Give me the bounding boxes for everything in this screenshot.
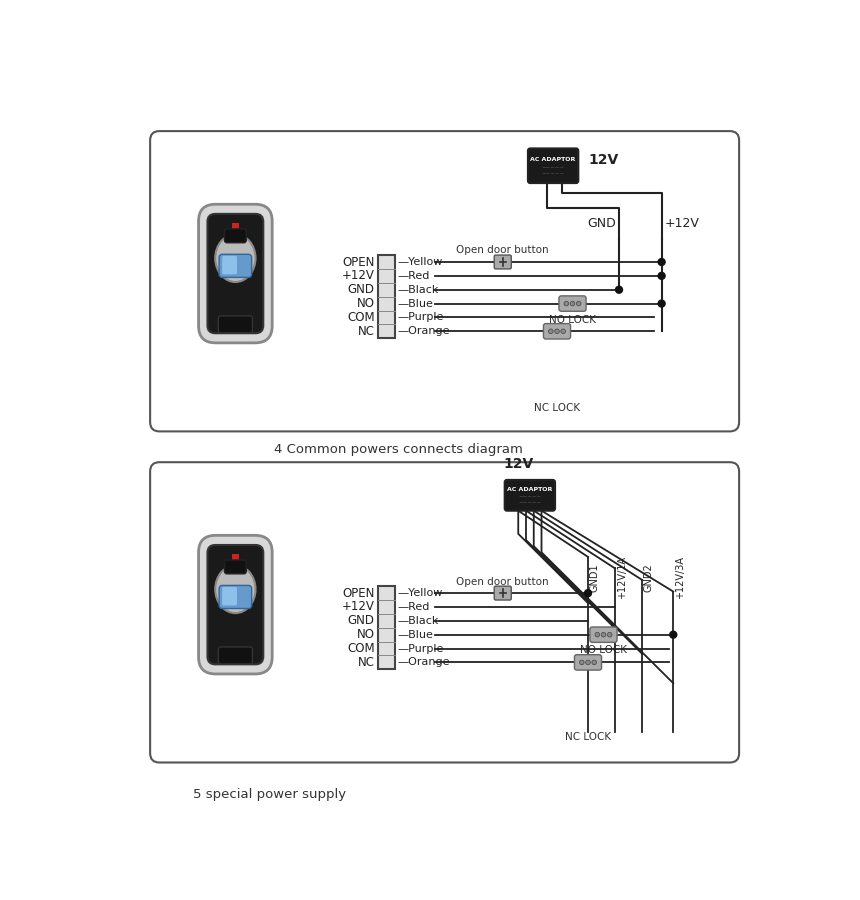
Text: —Purple: —Purple	[397, 644, 444, 653]
Text: +12V/3A: +12V/3A	[675, 556, 685, 599]
Circle shape	[555, 329, 559, 334]
Text: GND: GND	[348, 284, 375, 296]
Text: —Black: —Black	[397, 616, 439, 625]
Circle shape	[564, 302, 568, 306]
Text: 12V: 12V	[588, 153, 618, 167]
Circle shape	[658, 273, 665, 279]
FancyBboxPatch shape	[559, 296, 586, 311]
Text: 5 special power supply: 5 special power supply	[193, 788, 346, 801]
Ellipse shape	[215, 565, 255, 613]
FancyBboxPatch shape	[224, 229, 246, 243]
Ellipse shape	[215, 234, 255, 282]
Circle shape	[658, 300, 665, 307]
Bar	[378, 586, 395, 670]
Circle shape	[585, 590, 592, 597]
Text: —Orange: —Orange	[397, 327, 450, 337]
FancyBboxPatch shape	[494, 255, 512, 269]
Text: +12V: +12V	[665, 217, 699, 230]
Text: —Blue: —Blue	[397, 299, 433, 309]
Text: 4 Common powers connects diagram: 4 Common powers connects diagram	[274, 443, 523, 456]
Circle shape	[595, 633, 599, 637]
Text: NO: NO	[357, 297, 375, 310]
Text: —Blue: —Blue	[397, 630, 433, 640]
Text: GND: GND	[348, 615, 375, 627]
Bar	[231, 554, 239, 560]
FancyBboxPatch shape	[207, 214, 263, 333]
Text: +12V/1A: +12V/1A	[617, 556, 627, 599]
Text: Open door button: Open door button	[457, 577, 549, 587]
Text: AC ADAPTOR: AC ADAPTOR	[507, 487, 553, 491]
Text: —Orange: —Orange	[397, 657, 450, 668]
Text: OPEN: OPEN	[342, 256, 375, 268]
Text: OPEN: OPEN	[342, 587, 375, 599]
FancyBboxPatch shape	[544, 324, 570, 339]
FancyBboxPatch shape	[219, 585, 252, 608]
Text: NO LOCK: NO LOCK	[580, 644, 627, 654]
FancyBboxPatch shape	[222, 256, 236, 274]
Text: +12V: +12V	[342, 600, 375, 614]
FancyBboxPatch shape	[218, 316, 253, 333]
Text: ~~~~~: ~~~~~	[519, 494, 542, 500]
Text: +12V: +12V	[342, 269, 375, 283]
FancyBboxPatch shape	[494, 586, 512, 600]
Text: GND1: GND1	[590, 563, 599, 592]
Circle shape	[616, 286, 623, 293]
Text: NC LOCK: NC LOCK	[565, 732, 611, 742]
Circle shape	[586, 660, 590, 665]
FancyBboxPatch shape	[574, 654, 601, 670]
Circle shape	[570, 302, 574, 306]
Bar	[378, 255, 395, 338]
FancyBboxPatch shape	[219, 255, 252, 277]
Circle shape	[658, 258, 665, 265]
FancyBboxPatch shape	[199, 204, 272, 343]
FancyBboxPatch shape	[528, 148, 578, 183]
FancyBboxPatch shape	[218, 647, 253, 664]
Text: —Red: —Red	[397, 602, 430, 612]
Text: ~~~~~: ~~~~~	[542, 171, 565, 176]
Text: NO LOCK: NO LOCK	[549, 315, 596, 325]
Text: —Yellow: —Yellow	[397, 257, 443, 267]
Text: ~~~~~: ~~~~~	[519, 500, 542, 506]
Text: COM: COM	[347, 310, 375, 324]
Text: —Yellow: —Yellow	[397, 588, 443, 598]
Circle shape	[607, 633, 612, 637]
Text: NO: NO	[357, 628, 375, 641]
Circle shape	[561, 329, 566, 334]
Text: COM: COM	[347, 642, 375, 655]
Circle shape	[549, 329, 553, 334]
Circle shape	[670, 631, 677, 638]
FancyBboxPatch shape	[224, 560, 246, 574]
Text: Open door button: Open door button	[457, 246, 549, 256]
Text: AC ADAPTOR: AC ADAPTOR	[531, 158, 576, 162]
FancyBboxPatch shape	[222, 587, 236, 606]
FancyBboxPatch shape	[505, 480, 555, 510]
Circle shape	[576, 302, 581, 306]
Text: NC: NC	[358, 656, 375, 669]
Text: NC: NC	[358, 325, 375, 338]
Text: NC LOCK: NC LOCK	[534, 403, 580, 413]
Text: GND: GND	[587, 217, 616, 230]
Text: —Purple: —Purple	[397, 312, 444, 322]
Circle shape	[592, 660, 597, 665]
Circle shape	[580, 660, 584, 665]
Text: —Black: —Black	[397, 284, 439, 294]
Text: —Red: —Red	[397, 271, 430, 281]
FancyBboxPatch shape	[199, 536, 272, 674]
Text: 12V: 12V	[503, 457, 533, 472]
Bar	[231, 223, 239, 229]
FancyBboxPatch shape	[590, 627, 617, 643]
Text: GND2: GND2	[644, 563, 654, 592]
Circle shape	[601, 633, 605, 637]
Text: ~~~~~: ~~~~~	[542, 165, 565, 170]
FancyBboxPatch shape	[207, 545, 263, 664]
